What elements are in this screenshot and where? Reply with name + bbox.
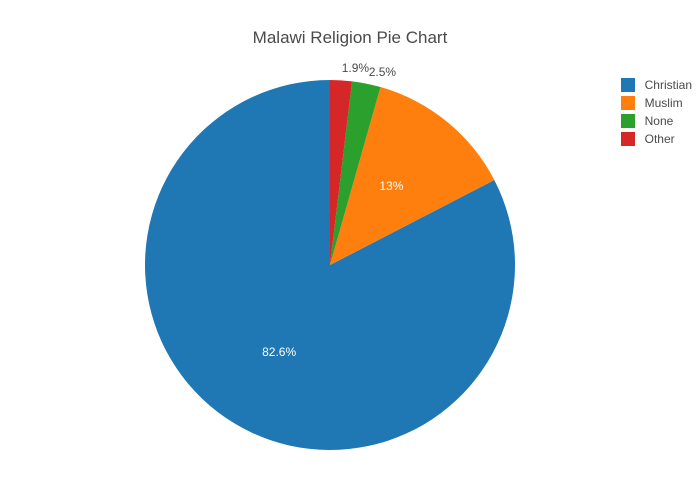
slice-label-christian: 82.6%: [262, 345, 296, 359]
legend-item-none[interactable]: None: [621, 114, 692, 128]
legend-swatch-icon: [621, 114, 635, 128]
pie-chart-svg: [130, 65, 530, 465]
chart-legend: Christian Muslim None Other: [621, 78, 692, 150]
slice-label-none: 2.5%: [369, 65, 396, 79]
legend-item-christian[interactable]: Christian: [621, 78, 692, 92]
legend-label: Christian: [645, 78, 692, 92]
legend-label: Other: [645, 132, 675, 146]
legend-item-muslim[interactable]: Muslim: [621, 96, 692, 110]
legend-label: None: [645, 114, 674, 128]
pie-chart-container: 82.6%13%2.5%1.9%: [130, 65, 530, 465]
legend-swatch-icon: [621, 132, 635, 146]
legend-item-other[interactable]: Other: [621, 132, 692, 146]
legend-swatch-icon: [621, 96, 635, 110]
slice-label-muslim: 13%: [379, 179, 403, 193]
chart-title: Malawi Religion Pie Chart: [0, 0, 700, 48]
legend-label: Muslim: [645, 96, 683, 110]
slice-label-other: 1.9%: [342, 61, 369, 75]
legend-swatch-icon: [621, 78, 635, 92]
